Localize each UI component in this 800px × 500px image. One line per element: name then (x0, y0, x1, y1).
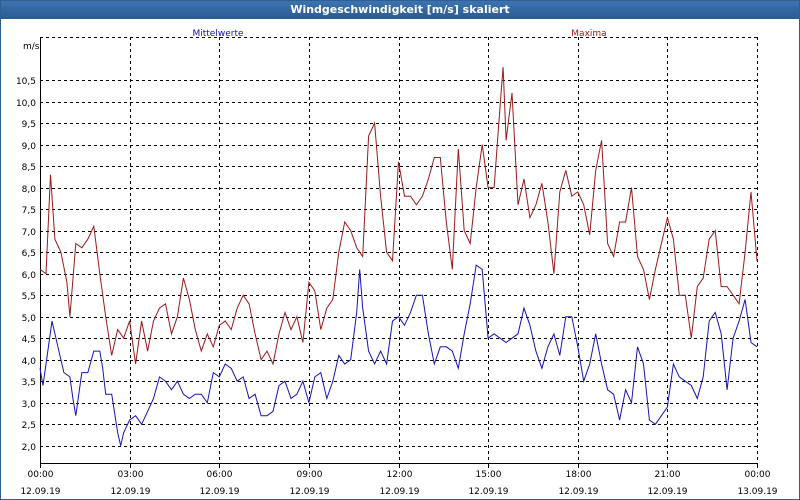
y-tick-label: 3,5 (22, 378, 36, 388)
x-tick-time: 15:00 (476, 470, 502, 480)
x-tick-time: 21:00 (655, 470, 681, 480)
y-tick-label: 5,5 (22, 292, 36, 302)
x-tick-date: 12.09.19 (110, 487, 150, 497)
window-title: Windgeschwindigkeit [m/s] skaliert (290, 3, 510, 16)
x-tick-time: 18:00 (566, 470, 592, 480)
x-tick-date: 12.09.19 (199, 487, 239, 497)
x-tick-time: 00:00 (28, 470, 54, 480)
x-tick-date: 12.09.19 (20, 487, 60, 497)
y-tick-label: 9,0 (22, 142, 37, 152)
x-tick-date: 12.09.19 (558, 487, 598, 497)
series-lines (39, 67, 758, 446)
y-tick-label: 8,0 (22, 185, 37, 195)
x-tick-time: 09:00 (297, 470, 323, 480)
series-line-mittelwerte (39, 264, 758, 446)
y-tick-label: 6,5 (22, 249, 36, 259)
x-tick-time: 06:00 (207, 470, 233, 480)
x-tick-date: 12.09.19 (468, 487, 508, 497)
axes (40, 37, 758, 468)
labels: 2,0 2,5 3,0 3,5 4,0 4,5 5,0 5,5 6,0 6,5 7,0 7,5 8,0 8… (16, 29, 778, 497)
y-tick-label: 10,5 (16, 77, 36, 87)
x-tick-time: 03:00 (118, 470, 144, 480)
x-tick-date: 12.09.19 (289, 487, 329, 497)
series-line-maxima (39, 67, 758, 366)
title-bar: Windgeschwindigkeit [m/s] skaliert (1, 1, 799, 19)
x-tick-time: 00:00 (745, 470, 771, 480)
y-tick-label: 6,0 (22, 271, 37, 281)
y-tick-label: 4,5 (22, 335, 36, 345)
x-tick-date: 12.09.19 (647, 487, 687, 497)
y-tick-label: 4,0 (22, 357, 37, 367)
x-tick-date: 13.09.19 (737, 487, 777, 497)
x-tick-date: 12.09.19 (379, 487, 419, 497)
y-tick-label: 3,0 (22, 400, 37, 410)
x-tick-time: 12:00 (387, 470, 413, 480)
y-tick-label: 2,5 (22, 421, 36, 431)
grid (40, 37, 757, 463)
y-tick-label: 10,0 (16, 99, 36, 109)
y-tick-label: 9,5 (22, 120, 36, 130)
y-tick-label: 7,5 (22, 206, 36, 216)
y-axis-unit: m/s (23, 42, 40, 52)
y-tick-label: 7,0 (22, 228, 37, 238)
legend-label-mittelwerte: Mittelwerte (192, 29, 243, 39)
y-tick-label: 2,0 (22, 443, 37, 453)
y-tick-label: 5,0 (22, 314, 37, 324)
y-tick-label: 8,5 (22, 163, 36, 173)
legend-label-maxima: Maxima (571, 29, 606, 39)
